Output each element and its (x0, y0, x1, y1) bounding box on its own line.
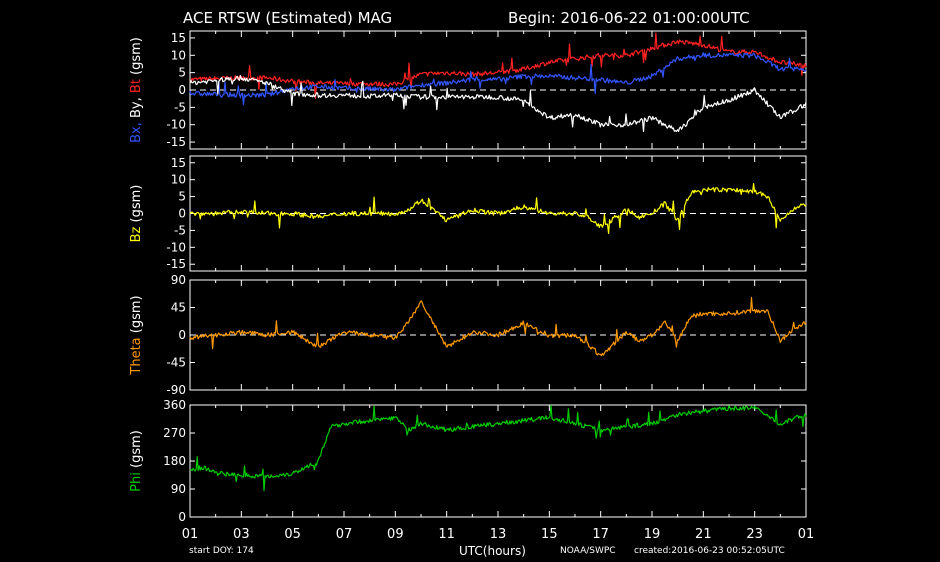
y-axis-label-part: By, (129, 97, 144, 122)
x-tick-label: 17 (592, 527, 609, 542)
y-tick-label: 10 (171, 48, 186, 62)
series-trace (189, 32, 807, 99)
series-bx (189, 52, 807, 106)
y-tick-label: 90 (171, 273, 186, 287)
x-tick-label: 19 (644, 527, 661, 542)
y-tick-label: 360 (163, 398, 186, 412)
x-tick-label: 13 (490, 527, 507, 542)
y-axis-label-part: Theta (129, 337, 144, 375)
y-axis-label-part: (gsm) (129, 37, 144, 79)
agency-label: NOAA/SWPC (560, 546, 616, 556)
y-tick-label: 90 (171, 482, 186, 496)
y-axis-label-part: Bz (129, 226, 144, 242)
x-tick-label: 15 (541, 527, 558, 542)
x-tick-label: 01 (798, 527, 815, 542)
y-axis-label-1: Bz (gsm) (129, 185, 144, 243)
series-trace (189, 405, 807, 492)
y-tick-label: 0 (178, 510, 186, 524)
y-axis-label-part: Phi (129, 472, 144, 492)
series-trace (189, 52, 807, 106)
created-timestamp: created:2016-06-23 00:52:05UTC (634, 546, 785, 556)
panel-frame-3 (189, 404, 807, 518)
begin-time: Begin: 2016-06-22 01:00:00UTC (508, 9, 750, 27)
y-axis-label-part: (gsm) (129, 185, 144, 227)
y-tick-label: -90 (166, 383, 186, 397)
x-tick-label: 05 (284, 527, 301, 542)
y-tick-label: 180 (163, 454, 186, 468)
y-axis-label-part: (gsm) (129, 295, 144, 337)
start-doy: start DOY: 174 (189, 546, 254, 556)
x-tick-label: 11 (438, 527, 455, 542)
y-tick-label: 10 (171, 173, 186, 187)
y-tick-label: 0 (178, 83, 186, 97)
y-tick-label: 5 (178, 66, 186, 80)
y-axis-label-3: Phi (gsm) (129, 430, 144, 492)
series-by (189, 74, 807, 133)
x-tick-label: 21 (695, 527, 712, 542)
x-tick-label: 01 (182, 527, 199, 542)
y-axis-label-part: (gsm) (129, 430, 144, 472)
y-tick-label: 0 (178, 328, 186, 342)
y-tick-label: -10 (166, 240, 186, 254)
y-axis-label-0: Bx, By, Bt (gsm) (129, 37, 144, 143)
y-tick-label: -5 (174, 100, 186, 114)
y-tick-label: 15 (171, 31, 186, 45)
x-tick-label: 07 (336, 527, 353, 542)
y-axis-label-part: Bt (129, 79, 144, 97)
y-tick-label: -10 (166, 118, 186, 132)
y-axis-label-2: Theta (gsm) (129, 295, 144, 375)
y-tick-label: -5 (174, 223, 186, 237)
x-tick-label: 23 (746, 527, 763, 542)
y-axis-label-part: Bx, (129, 122, 144, 143)
y-tick-label: 5 (178, 190, 186, 204)
y-tick-label: -15 (166, 135, 186, 149)
x-tick-label: 09 (387, 527, 404, 542)
series-phi (189, 405, 807, 492)
series-trace (189, 296, 807, 357)
x-axis-label: UTC(hours) (459, 544, 526, 558)
series-bz (189, 183, 807, 234)
y-tick-label: 0 (178, 207, 186, 221)
y-tick-label: 270 (163, 426, 186, 440)
y-tick-label: 45 (171, 301, 186, 315)
series-bt (189, 32, 807, 99)
series-trace (189, 183, 807, 234)
series-trace (189, 74, 807, 133)
series-theta (189, 296, 807, 357)
y-tick-label: -15 (166, 257, 186, 271)
y-tick-label: 15 (171, 156, 186, 170)
y-tick-label: -45 (166, 356, 186, 370)
x-tick-label: 03 (233, 527, 250, 542)
chart-title: ACE RTSW (Estimated) MAG (183, 9, 393, 27)
